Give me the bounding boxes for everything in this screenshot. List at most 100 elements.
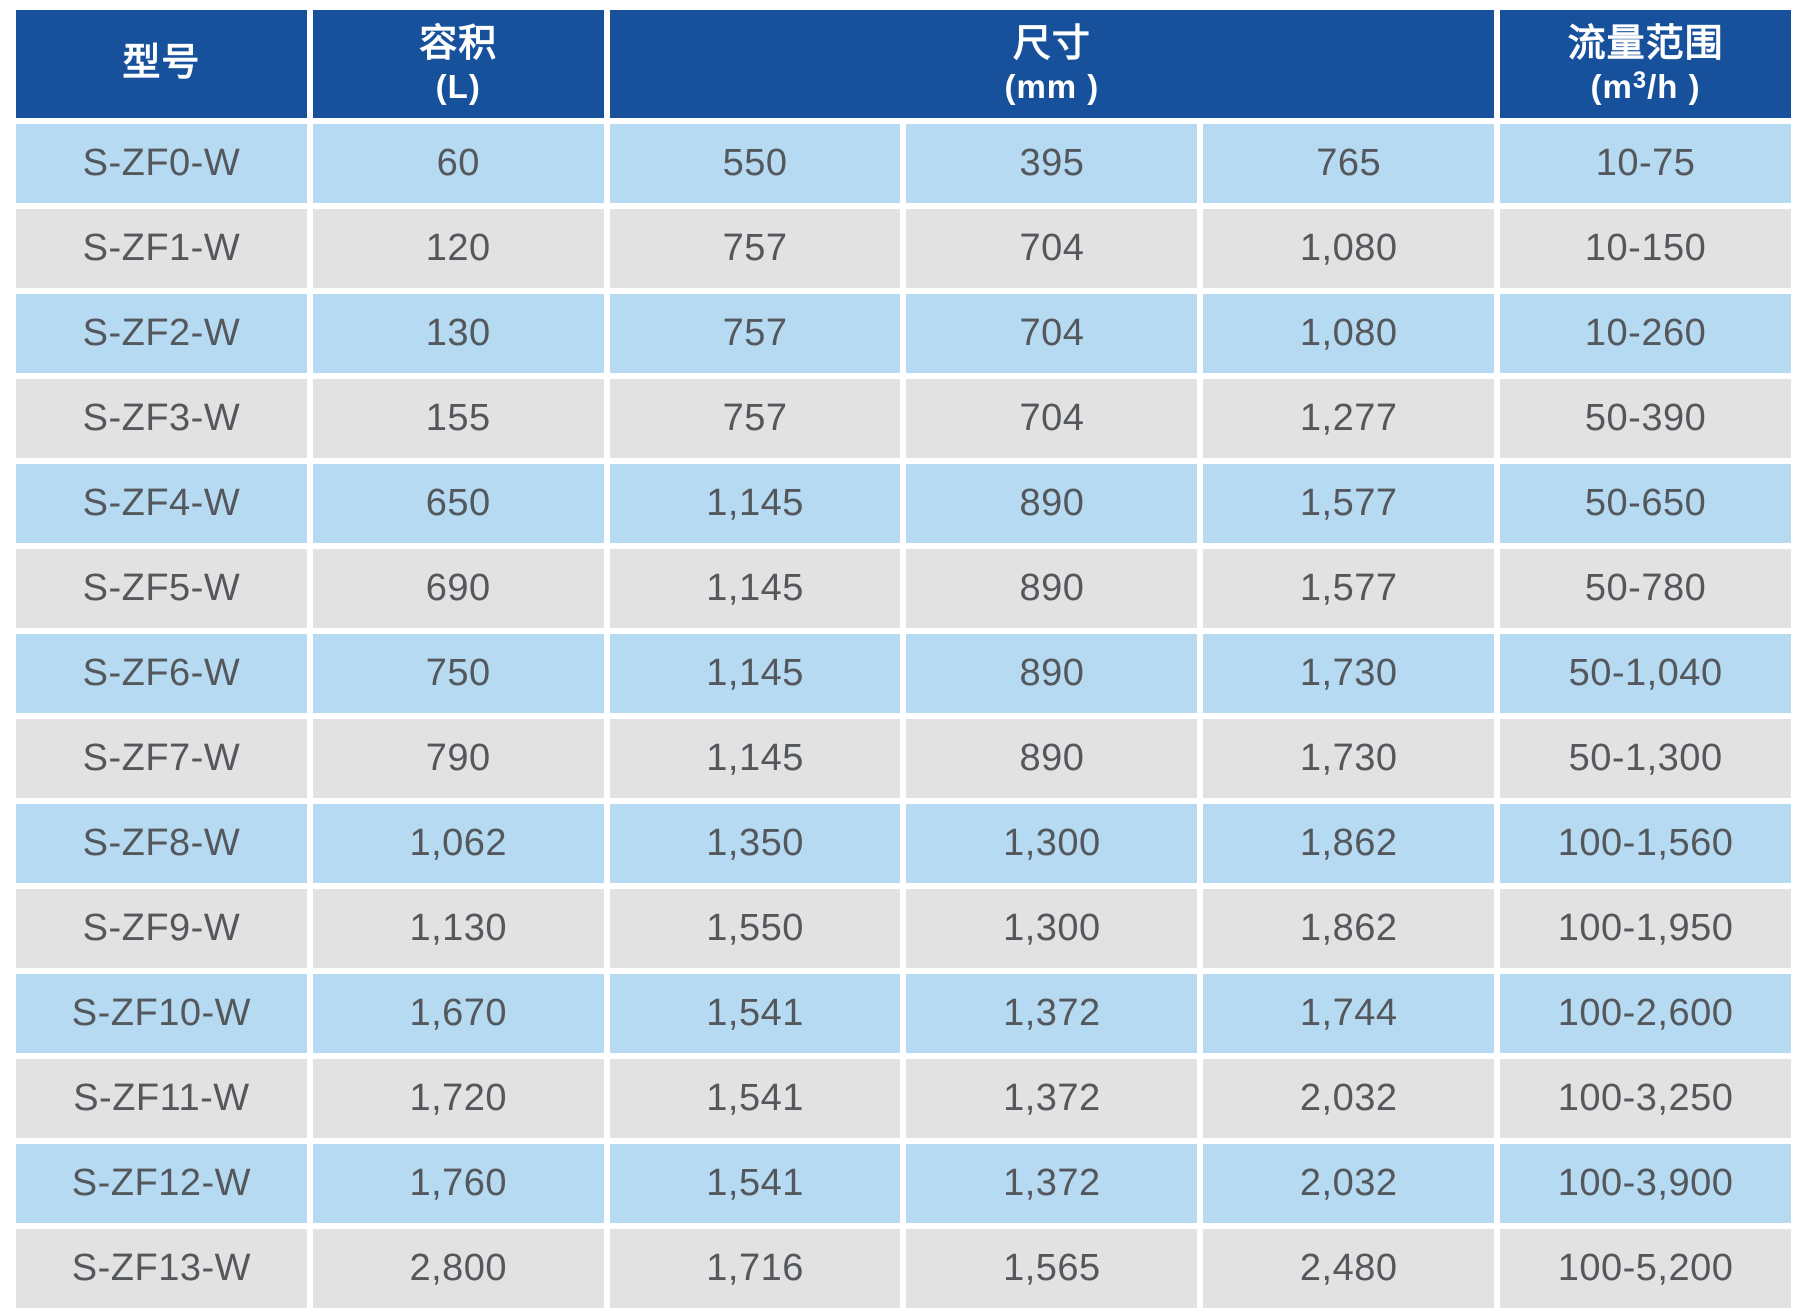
value-cell: 155 <box>312 379 604 458</box>
value-cell: 100-1,950 <box>1500 889 1791 968</box>
table-row: S-ZF7-W 790 1,145 890 1,730 50-1,300 <box>16 719 1791 798</box>
value-cell: 1,730 <box>1203 634 1495 713</box>
value-cell: 890 <box>906 464 1198 543</box>
value-cell: 1,080 <box>1203 294 1495 373</box>
value-cell: 100-5,200 <box>1500 1229 1791 1308</box>
value-cell: 100-1,560 <box>1500 804 1791 883</box>
header-title: 型号 <box>122 42 201 85</box>
value-cell: 1,862 <box>1203 804 1495 883</box>
table-header: 型号 容积 (L) 尺寸 (mm ) 流 <box>16 10 1791 118</box>
value-cell: 60 <box>312 124 604 203</box>
header-title: 尺寸 <box>1012 23 1091 65</box>
value-cell: 50-1,300 <box>1500 719 1791 798</box>
model-cell: S-ZF11-W <box>16 1059 307 1138</box>
value-cell: 10-150 <box>1500 209 1791 288</box>
table-row: S-ZF2-W 130 757 704 1,080 10-260 <box>16 294 1791 373</box>
value-cell: 765 <box>1203 124 1495 203</box>
header-unit: (mm ) <box>1004 67 1100 105</box>
col-header-volume: 容积 (L) <box>312 10 604 118</box>
value-cell: 50-650 <box>1500 464 1791 543</box>
value-cell: 100-2,600 <box>1500 974 1791 1053</box>
value-cell: 2,032 <box>1203 1059 1495 1138</box>
value-cell: 890 <box>906 634 1198 713</box>
model-cell: S-ZF9-W <box>16 889 307 968</box>
model-cell: S-ZF4-W <box>16 464 307 543</box>
value-cell: 1,744 <box>1203 974 1495 1053</box>
value-cell: 1,565 <box>906 1229 1198 1308</box>
value-cell: 1,372 <box>906 1059 1198 1138</box>
table-row: S-ZF6-W 750 1,145 890 1,730 50-1,040 <box>16 634 1791 713</box>
value-cell: 890 <box>906 549 1198 628</box>
spec-table: 型号 容积 (L) 尺寸 (mm ) 流 <box>10 4 1797 1314</box>
value-cell: 1,300 <box>906 804 1198 883</box>
value-cell: 1,577 <box>1203 549 1495 628</box>
value-cell: 2,032 <box>1203 1144 1495 1223</box>
table-row: S-ZF11-W 1,720 1,541 1,372 2,032 100-3,250 <box>16 1059 1791 1138</box>
value-cell: 1,145 <box>609 634 901 713</box>
header-row: 型号 容积 (L) 尺寸 (mm ) 流 <box>16 10 1791 118</box>
value-cell: 1,080 <box>1203 209 1495 288</box>
header-unit: (m3/h ) <box>1590 66 1701 105</box>
table-row: S-ZF9-W 1,130 1,550 1,300 1,862 100-1,950 <box>16 889 1791 968</box>
value-cell: 1,541 <box>609 974 901 1053</box>
table-row: S-ZF4-W 650 1,145 890 1,577 50-650 <box>16 464 1791 543</box>
value-cell: 890 <box>906 719 1198 798</box>
value-cell: 750 <box>312 634 604 713</box>
model-cell: S-ZF13-W <box>16 1229 307 1308</box>
value-cell: 50-1,040 <box>1500 634 1791 713</box>
model-cell: S-ZF7-W <box>16 719 307 798</box>
col-header-flow: 流量范围 (m3/h ) <box>1500 10 1791 118</box>
value-cell: 757 <box>609 294 901 373</box>
value-cell: 1,716 <box>609 1229 901 1308</box>
value-cell: 50-780 <box>1500 549 1791 628</box>
table-row: S-ZF0-W 60 550 395 765 10-75 <box>16 124 1791 203</box>
table-row: S-ZF5-W 690 1,145 890 1,577 50-780 <box>16 549 1791 628</box>
table-row: S-ZF8-W 1,062 1,350 1,300 1,862 100-1,560 <box>16 804 1791 883</box>
model-cell: S-ZF1-W <box>16 209 307 288</box>
value-cell: 1,277 <box>1203 379 1495 458</box>
header-unit: (L) <box>435 67 481 105</box>
header-title: 流量范围 <box>1567 23 1724 65</box>
value-cell: 1,372 <box>906 1144 1198 1223</box>
value-cell: 2,800 <box>312 1229 604 1308</box>
value-cell: 10-75 <box>1500 124 1791 203</box>
value-cell: 690 <box>312 549 604 628</box>
value-cell: 1,550 <box>609 889 901 968</box>
model-cell: S-ZF10-W <box>16 974 307 1053</box>
value-cell: 130 <box>312 294 604 373</box>
value-cell: 1,130 <box>312 889 604 968</box>
value-cell: 1,577 <box>1203 464 1495 543</box>
value-cell: 650 <box>312 464 604 543</box>
table-body: S-ZF0-W 60 550 395 765 10-75 S-ZF1-W 120 757 704 1… <box>16 124 1791 1308</box>
table-row: S-ZF12-W 1,760 1,541 1,372 2,032 100-3,900 <box>16 1144 1791 1223</box>
value-cell: 1,670 <box>312 974 604 1053</box>
value-cell: 704 <box>906 209 1198 288</box>
value-cell: 1,145 <box>609 464 901 543</box>
value-cell: 1,145 <box>609 549 901 628</box>
value-cell: 757 <box>609 379 901 458</box>
value-cell: 704 <box>906 379 1198 458</box>
table-row: S-ZF10-W 1,670 1,541 1,372 1,744 100-2,600 <box>16 974 1791 1053</box>
value-cell: 1,862 <box>1203 889 1495 968</box>
model-cell: S-ZF0-W <box>16 124 307 203</box>
value-cell: 1,372 <box>906 974 1198 1053</box>
header-title: 容积 <box>419 23 498 65</box>
value-cell: 1,145 <box>609 719 901 798</box>
model-cell: S-ZF12-W <box>16 1144 307 1223</box>
col-header-dimensions: 尺寸 (mm ) <box>609 10 1495 118</box>
model-cell: S-ZF2-W <box>16 294 307 373</box>
value-cell: 757 <box>609 209 901 288</box>
model-cell: S-ZF5-W <box>16 549 307 628</box>
col-header-model: 型号 <box>16 10 307 118</box>
value-cell: 550 <box>609 124 901 203</box>
model-cell: S-ZF3-W <box>16 379 307 458</box>
value-cell: 1,541 <box>609 1144 901 1223</box>
table-row: S-ZF1-W 120 757 704 1,080 10-150 <box>16 209 1791 288</box>
value-cell: 1,300 <box>906 889 1198 968</box>
table-row: S-ZF3-W 155 757 704 1,277 50-390 <box>16 379 1791 458</box>
value-cell: 790 <box>312 719 604 798</box>
model-cell: S-ZF6-W <box>16 634 307 713</box>
superscript-3: 3 <box>1632 66 1648 94</box>
value-cell: 1,350 <box>609 804 901 883</box>
